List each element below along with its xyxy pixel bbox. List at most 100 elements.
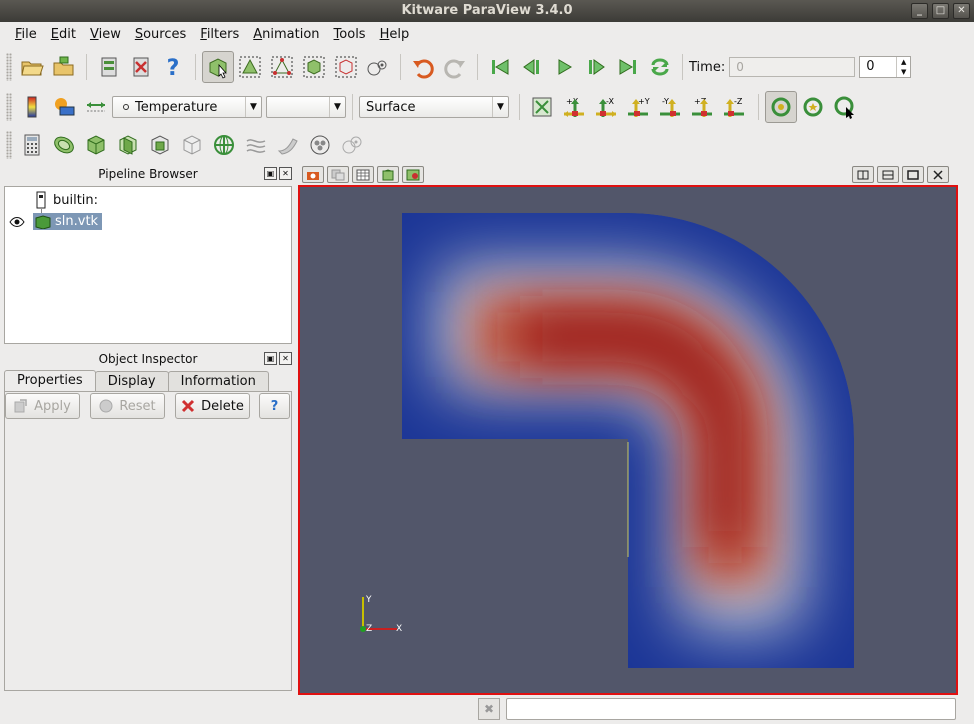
apply-button[interactable]: Apply [5,393,80,419]
menu-animation[interactable]: Animation [253,26,320,42]
extract-level-button[interactable] [336,129,368,161]
inspector-help-button[interactable]: ? [259,393,290,419]
reset-camera-icon [532,97,552,117]
menu-view[interactable]: View [89,26,121,42]
select-cells-through-button[interactable] [298,51,330,83]
server-disconnect-icon [133,57,149,77]
close-panel-button[interactable]: ✕ [279,352,292,365]
lookmark-button[interactable] [302,166,324,183]
save-data-button[interactable] [48,51,80,83]
axis-minus-y-icon: -Y [660,97,680,117]
maximize-button[interactable]: □ [932,3,949,19]
camera-settings-button[interactable] [377,166,399,183]
close-view-button[interactable] [927,166,949,183]
clip-button[interactable] [80,129,112,161]
spreadsheet-button[interactable] [352,166,374,183]
maximize-view-button[interactable] [902,166,924,183]
pipeline-browser[interactable]: builtin: sln.vtk [4,186,292,344]
disconnect-button[interactable] [125,51,157,83]
toolbar-grip[interactable] [6,93,12,121]
select-points-on-button[interactable] [266,51,298,83]
screenshot-icon [331,169,345,180]
show-center-button[interactable] [765,91,797,123]
render-canvas[interactable]: Y X Z [300,187,956,693]
color-by-combo[interactable]: Temperature ▼ [112,96,262,118]
menu-tools[interactable]: Tools [333,26,366,42]
display-toolbar: Temperature ▼ ▼ Surface ▼ +X -X +Y -Y +Z… [0,90,974,124]
spinbox-arrows[interactable]: ▲ ▼ [896,57,910,77]
representation-combo[interactable]: Surface ▼ [359,96,509,118]
help-button[interactable]: ? [157,51,189,83]
last-frame-button[interactable] [612,51,644,83]
view-plus-x-button[interactable]: +X [558,91,590,123]
interact-button[interactable] [202,51,234,83]
close-panel-button[interactable]: ✕ [279,167,292,180]
warp-vector-button[interactable] [272,129,304,161]
tab-information[interactable]: Information [167,371,269,392]
float-panel-button[interactable]: ▣ [264,352,277,365]
eye-icon[interactable] [9,216,25,228]
tab-display[interactable]: Display [94,371,169,392]
menu-sources[interactable]: Sources [134,26,187,42]
pipeline-item-builtin[interactable]: builtin: [35,191,98,209]
previous-frame-button[interactable] [516,51,548,83]
next-frame-button[interactable] [580,51,612,83]
play-button[interactable] [548,51,580,83]
split-vertical-button[interactable] [877,166,899,183]
calculator-button[interactable] [16,129,48,161]
selected-item[interactable]: sln.vtk [33,213,103,230]
toolbar-grip[interactable] [6,131,12,159]
connect-button[interactable] [93,51,125,83]
pipeline-item-sln[interactable]: sln.vtk [9,213,103,230]
timestep-spinbox[interactable]: 0 ▲ ▼ [859,56,912,78]
minimize-button[interactable]: _ [911,3,928,19]
menu-file[interactable]: File [15,26,37,42]
pick-center-button[interactable] [829,91,861,123]
toolbar-grip[interactable] [6,53,12,81]
undo-button[interactable] [407,51,439,83]
group-datasets-button[interactable] [304,129,336,161]
view-plus-z-button[interactable]: +Z [686,91,718,123]
color-legend-button[interactable] [16,91,48,123]
select-points-through-button[interactable] [330,51,362,83]
split-horizontal-button[interactable] [852,166,874,183]
capture-button[interactable] [327,166,349,183]
redo-button[interactable] [439,51,471,83]
stream-tracer-button[interactable] [240,129,272,161]
time-value-field[interactable]: 0 [729,57,856,77]
open-file-button[interactable] [16,51,48,83]
first-frame-button[interactable] [484,51,516,83]
contour-button[interactable] [48,129,80,161]
reset-center-button[interactable] [797,91,829,123]
point-data-icon [123,104,129,110]
reset-button[interactable]: Reset [90,393,165,419]
menu-filters[interactable]: Filters [200,26,240,42]
object-inspector-title: Object Inspector ▣ ✕ [4,350,292,368]
abort-button[interactable]: ✖ [478,698,500,720]
select-block-button[interactable] [362,51,394,83]
glyph-button[interactable] [208,129,240,161]
view-settings-button[interactable] [402,166,424,183]
dock-controls: ▣ ✕ [264,352,292,365]
view-plus-y-button[interactable]: +Y [622,91,654,123]
render-view[interactable]: Y X Z [298,185,958,695]
rescale-range-button[interactable] [80,91,112,123]
reset-camera-button[interactable] [526,91,558,123]
delete-button[interactable]: Delete [175,393,250,419]
edit-color-map-button[interactable] [48,91,80,123]
menu-help[interactable]: Help [379,26,410,42]
close-window-button[interactable]: ✕ [953,3,970,19]
apply-label: Apply [34,398,71,414]
loop-button[interactable] [644,51,676,83]
view-minus-z-button[interactable]: -Z [718,91,750,123]
menu-edit[interactable]: Edit [50,26,76,42]
view-minus-x-button[interactable]: -X [590,91,622,123]
slice-button[interactable] [112,129,144,161]
select-cells-on-button[interactable] [234,51,266,83]
extract-subset-button[interactable] [176,129,208,161]
float-panel-button[interactable]: ▣ [264,167,277,180]
tab-properties[interactable]: Properties [4,370,96,392]
view-minus-y-button[interactable]: -Y [654,91,686,123]
threshold-button[interactable] [144,129,176,161]
component-combo[interactable]: ▼ [266,96,346,118]
